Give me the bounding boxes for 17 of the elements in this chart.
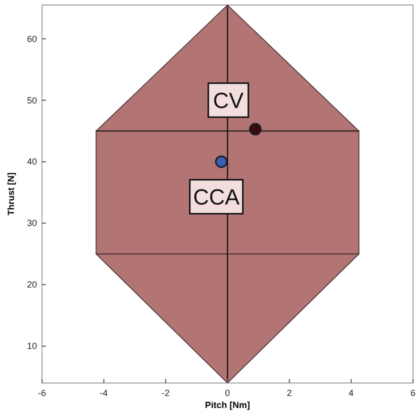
annotation: CCA [193,184,240,210]
y-tick-label: 40 [26,156,37,167]
y-tick-label: 20 [26,280,37,290]
y-axis-title: Thrust [N] [6,172,16,216]
x-axis-title: Pitch [Nm] [205,400,250,410]
y-tick-label: 30 [26,218,37,228]
y-tick-label: 60 [26,34,37,44]
x-tick-label: 2 [286,388,292,398]
y-tick-label: 50 [26,95,37,106]
x-tick-label: -2 [162,388,170,398]
x-tick-label: 0 [224,388,230,398]
annotation: CV [213,88,244,114]
x-tick-label: 4 [348,388,354,398]
x-tick-label: -6 [38,388,46,398]
y-tick-label: 10 [26,341,37,352]
x-tick-label: -4 [100,388,108,398]
x-tick-label: 6 [410,388,416,398]
